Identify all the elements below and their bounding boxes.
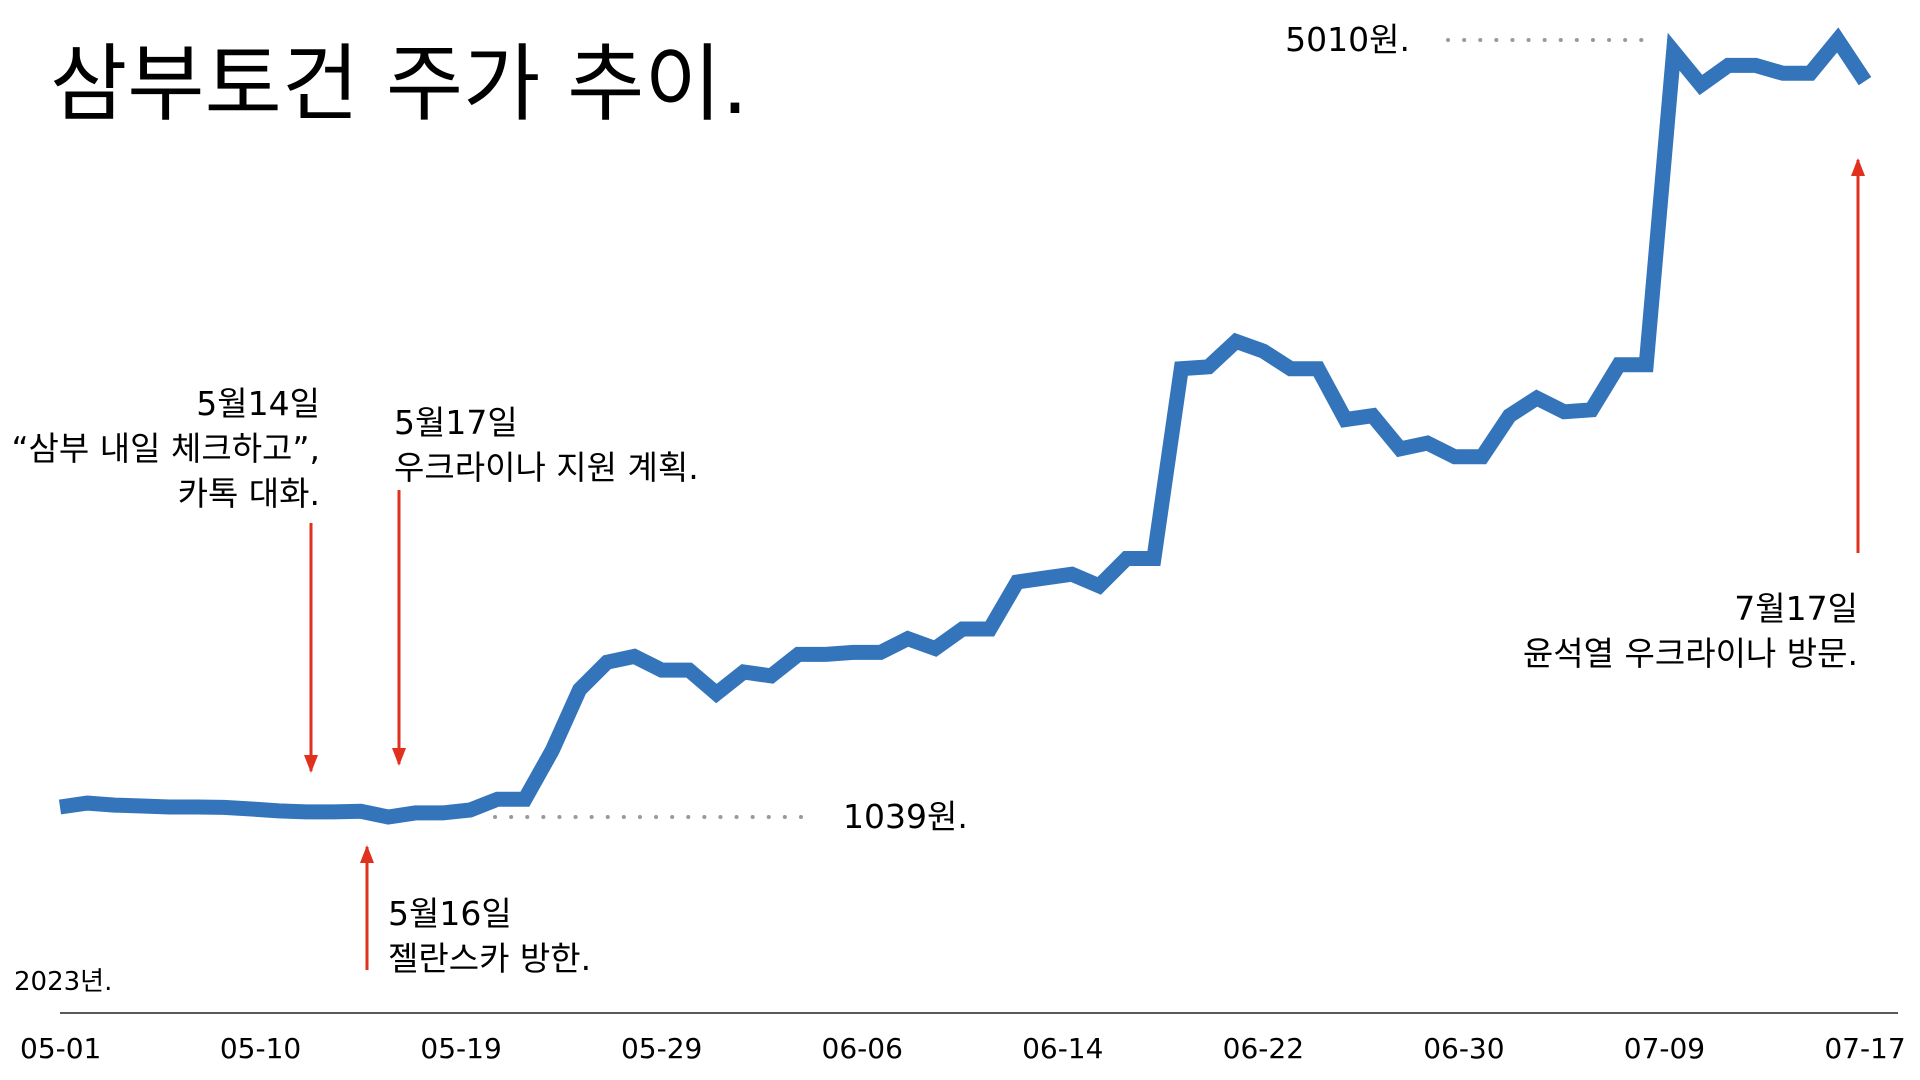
reference-label-1: 1039원. xyxy=(843,797,968,836)
annotation-text-line: 윤석열 우크라이나 방문. xyxy=(1523,634,1858,673)
chart-title: 삼부토건 주가 추이. xyxy=(50,35,748,133)
x-tick-label: 07-17 xyxy=(1824,1032,1905,1065)
annotation-arrow-head xyxy=(392,748,406,766)
price-line xyxy=(58,27,1872,825)
x-tick-label: 06-30 xyxy=(1423,1032,1504,1065)
x-tick-label: 05-19 xyxy=(420,1032,501,1065)
annotation-text-line: 젤란스카 방한. xyxy=(388,939,591,978)
x-tick-label: 07-09 xyxy=(1624,1032,1705,1065)
annotation-text-line: 카톡 대화. xyxy=(178,474,320,513)
annotation-text-line: 7월17일 xyxy=(1734,589,1858,628)
annotation-05-14: 5월14일 “삼부 내일 체크하고”, 카톡 대화. xyxy=(11,384,320,773)
year-label: 2023년. xyxy=(14,967,112,997)
x-tick-label: 05-29 xyxy=(621,1032,702,1065)
annotation-text-line: “삼부 내일 체크하고”, xyxy=(11,429,320,468)
annotation-text-line: 5월17일 xyxy=(394,403,518,442)
reference-label-0: 5010원. xyxy=(1285,20,1410,59)
annotation-text-line: 5월16일 xyxy=(388,894,512,933)
annotation-arrow-head xyxy=(304,755,318,773)
annotation-text-line: 우크라이나 지원 계획. xyxy=(394,448,699,487)
x-tick-label: 06-06 xyxy=(822,1032,903,1065)
x-tick-label: 06-22 xyxy=(1223,1032,1304,1065)
x-tick-label: 05-01 xyxy=(20,1032,101,1065)
x-tick-label: 06-14 xyxy=(1022,1032,1103,1065)
x-tick-label: 05-10 xyxy=(220,1032,301,1065)
annotation-arrow-head xyxy=(1851,158,1865,176)
annotation-text-line: 5월14일 xyxy=(196,384,320,423)
annotation-arrow-head xyxy=(360,845,374,863)
